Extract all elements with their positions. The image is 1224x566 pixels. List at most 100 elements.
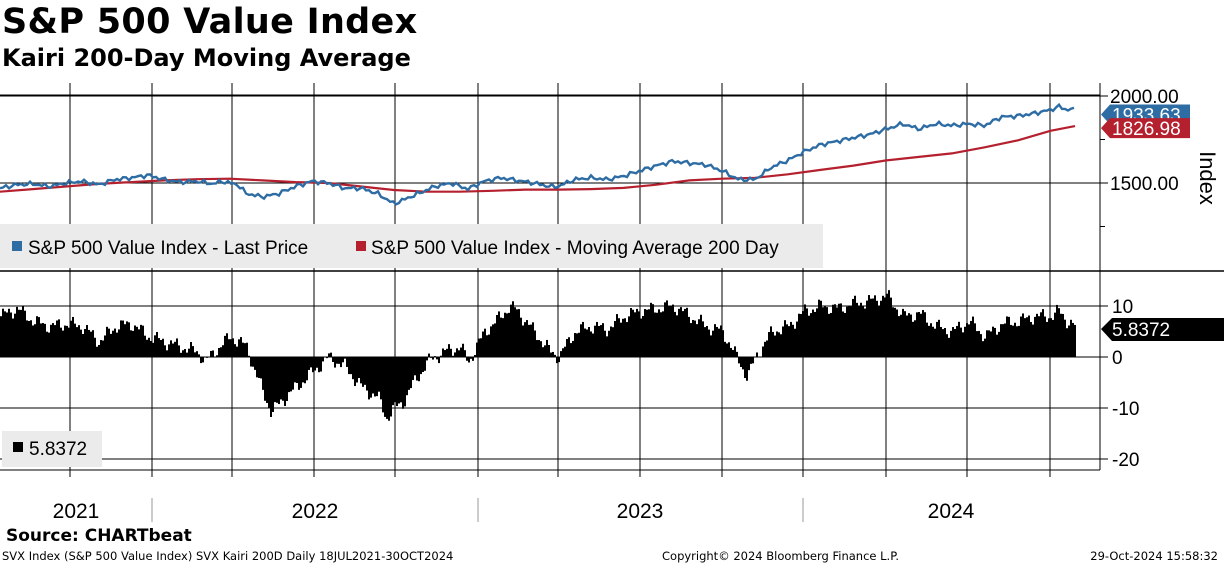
timestamp: 29-Oct-2024 15:58:32 xyxy=(1090,549,1218,563)
kairi-bar xyxy=(440,355,442,357)
kairi-bar xyxy=(1050,318,1052,357)
kairi-bar xyxy=(426,357,428,361)
kairi-bar xyxy=(970,320,972,357)
kairi-bar xyxy=(622,318,624,357)
kairi-bar xyxy=(172,343,174,357)
kairi-bar xyxy=(174,341,176,357)
kairi-bar xyxy=(268,357,270,409)
kairi-bar xyxy=(44,323,46,357)
kairi-bar xyxy=(390,357,392,417)
kairi-bar xyxy=(898,316,900,357)
kairi-value-label: 5.8372 xyxy=(1112,320,1170,341)
kairi-bar xyxy=(904,311,906,357)
kairi-bar xyxy=(112,330,114,357)
kairi-bar xyxy=(708,329,710,357)
kairi-bar xyxy=(962,332,964,357)
kairi-bar xyxy=(674,311,676,357)
kairi-bar xyxy=(54,325,56,357)
kairi-bar xyxy=(214,356,216,358)
kairi-bar xyxy=(788,326,790,357)
kairi-bar xyxy=(1032,324,1034,357)
kairi-bar xyxy=(32,325,34,357)
kairi-bar xyxy=(646,309,648,357)
upper-ytick-label: 1500.00 xyxy=(1110,174,1179,195)
kairi-bar xyxy=(20,309,22,357)
kairi-bar xyxy=(1016,326,1018,357)
kairi-bar xyxy=(976,331,978,357)
kairi-bar xyxy=(950,330,952,357)
legend-label-ma: S&P 500 Value Index - Moving Average 200… xyxy=(371,238,779,259)
kairi-bar xyxy=(304,357,306,384)
kairi-bar xyxy=(468,357,470,363)
kairi-bar xyxy=(816,308,818,357)
kairi-bar xyxy=(682,311,684,357)
kairi-bar xyxy=(564,346,566,357)
kairi-bar xyxy=(714,324,716,357)
kairi-bar xyxy=(568,337,570,357)
kairi-bar xyxy=(114,328,116,357)
kairi-bar xyxy=(2,308,4,357)
kairi-bar xyxy=(794,328,796,357)
kairi-bar xyxy=(408,357,410,390)
kairi-bar xyxy=(1046,321,1048,357)
kairi-bar xyxy=(860,302,862,357)
kairi-bar xyxy=(874,295,876,357)
kairi-bar xyxy=(262,357,264,390)
kairi-bar xyxy=(678,308,680,357)
kairi-bar xyxy=(252,357,254,367)
kairi-bar xyxy=(432,357,434,360)
kairi-bar xyxy=(684,308,686,357)
kairi-bar xyxy=(538,340,540,357)
kairi-bar xyxy=(822,307,824,357)
kairi-bar xyxy=(930,323,932,357)
kairi-bar xyxy=(96,346,98,357)
kairi-bar xyxy=(18,309,20,357)
lower-ytick-label: -10 xyxy=(1112,399,1139,420)
kairi-bar xyxy=(896,309,898,357)
kairi-bar xyxy=(720,325,722,357)
kairi-bar xyxy=(444,350,446,357)
kairi-bar xyxy=(870,298,872,357)
kairi-bar xyxy=(294,357,296,383)
kairi-bar xyxy=(464,350,466,357)
kairi-bar xyxy=(696,324,698,357)
kairi-bar xyxy=(100,340,102,357)
kairi-bar xyxy=(144,335,146,357)
copyright: Copyright© 2024 Bloomberg Finance L.P. xyxy=(662,549,899,563)
kairi-bar xyxy=(726,343,728,357)
kairi-bar xyxy=(508,312,510,357)
kairi-bar xyxy=(544,345,546,357)
kairi-bar xyxy=(270,357,272,417)
kairi-bar xyxy=(496,314,498,357)
kairi-bar xyxy=(1044,316,1046,357)
kairi-bar xyxy=(1070,319,1072,357)
kairi-bar xyxy=(718,328,720,357)
kairi-bar xyxy=(222,345,224,357)
kairi-bar xyxy=(730,347,732,357)
kairi-bar xyxy=(712,330,714,357)
kairi-bar xyxy=(446,348,448,357)
kairi-bar xyxy=(88,329,90,357)
kairi-bar xyxy=(278,357,280,405)
kairi-bar xyxy=(124,324,126,357)
kairi-bar xyxy=(648,309,650,357)
kairi-bar xyxy=(192,346,194,357)
kairi-bar xyxy=(118,329,120,357)
kairi-bar xyxy=(264,357,266,401)
kairi-bar xyxy=(76,327,78,357)
kairi-bar xyxy=(526,320,528,357)
kairi-bar xyxy=(716,326,718,357)
kairi-bar xyxy=(228,339,230,357)
kairi-bar xyxy=(84,329,86,357)
kairi-bar xyxy=(72,316,74,357)
kairi-bar xyxy=(202,357,204,363)
kairi-bar xyxy=(366,357,368,391)
kairi-bar xyxy=(746,357,748,381)
kairi-bar xyxy=(954,328,956,357)
upper-legend-box xyxy=(0,224,823,268)
kairi-bar xyxy=(666,300,668,357)
kairi-bar xyxy=(350,357,352,375)
kairi-bar xyxy=(490,326,492,357)
kairi-bar xyxy=(240,337,242,357)
kairi-bar xyxy=(478,338,480,357)
